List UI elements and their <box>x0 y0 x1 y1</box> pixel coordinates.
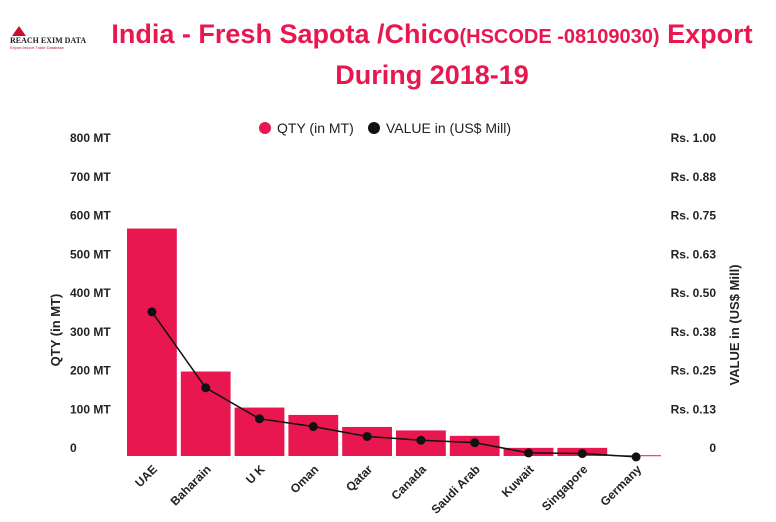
bar-uae <box>127 228 177 456</box>
value-point-uae <box>147 307 157 317</box>
value-point-singapore <box>577 449 587 459</box>
x-axis-label: Kuwait <box>499 462 537 500</box>
x-axis-labels: UAE Baharain U K Oman Qatar Canada Saudi Arab K… <box>132 462 644 517</box>
y-axis-right-tick: 0 <box>709 441 716 455</box>
title-part-3: Export <box>659 19 753 49</box>
bar-oman <box>288 414 339 456</box>
legend-qty-marker <box>259 122 271 134</box>
x-axis-label: Germany <box>598 462 645 509</box>
value-point-germany <box>631 452 641 462</box>
title-part-2: (HSCODE -08109030) <box>459 26 660 48</box>
logo-tagline: Export-Import Trade Database <box>10 45 64 50</box>
legend-value-marker <box>368 122 380 134</box>
y-axis-left-tick: 100 MT <box>70 402 111 416</box>
y-axis-left-tick: 600 MT <box>70 209 111 223</box>
y-axis-right-tick: Rs. 0.75 <box>671 209 717 223</box>
y-axis-left-tick: 0 <box>70 441 77 455</box>
y-axis-right-tick: Rs. 1.00 <box>671 131 717 145</box>
value-point-oman <box>308 422 318 432</box>
y-axis-right-ticks: 0 Rs. 0.13 Rs. 0.25 Rs. 0.38 Rs. 0.50 Rs. 0.6… <box>671 131 717 455</box>
bar-series <box>127 228 661 457</box>
logo-name: REACH EXIM DATA <box>10 36 87 45</box>
chart-title: India - Fresh Sapota /Chico(HSCODE -0810… <box>88 16 776 93</box>
y-axis-right-title: VALUE in (US$ Mill) <box>727 264 742 385</box>
title-line-2: During 2018-19 <box>335 60 529 90</box>
value-point-baharain <box>201 383 211 393</box>
x-axis-label: Saudi Arab <box>428 462 482 516</box>
legend: QTY (in MT) VALUE in (US$ Mill) <box>259 120 511 136</box>
y-axis-left-tick: 200 MT <box>70 364 111 378</box>
y-axis-left-tick: 500 MT <box>70 247 111 261</box>
y-axis-left-tick: 700 MT <box>70 170 111 184</box>
line-series <box>147 307 641 462</box>
y-axis-right-tick: Rs. 0.63 <box>671 247 717 261</box>
y-axis-left-tick: 400 MT <box>70 286 111 300</box>
bar-qatar <box>342 426 392 456</box>
x-axis-label: UAE <box>132 462 160 490</box>
x-axis-label: U K <box>243 462 268 487</box>
value-point-canada <box>416 435 426 445</box>
title-part-1: India - Fresh Sapota /Chico <box>111 19 460 49</box>
value-point-qatar <box>362 431 372 441</box>
value-point-kuwait <box>524 448 533 458</box>
value-point-u-k <box>255 414 264 424</box>
logo-mark-icon <box>12 26 26 36</box>
y-axis-right-tick: Rs. 0.25 <box>671 364 717 378</box>
y-axis-left-title: QTY (in MT) <box>48 294 63 367</box>
y-axis-right-tick: Rs. 0.50 <box>671 286 717 300</box>
y-axis-right-tick: Rs. 0.88 <box>671 170 717 184</box>
x-axis-label: Baharain <box>168 462 214 508</box>
x-axis-label: Singapore <box>539 462 591 514</box>
value-line <box>151 311 637 458</box>
y-axis-left-tick: 300 MT <box>70 325 111 339</box>
x-axis-label: Oman <box>287 462 321 496</box>
legend-qty-label: QTY (in MT) <box>277 120 354 136</box>
value-point-saudi-arab <box>470 438 480 448</box>
y-axis-right-tick: Rs. 0.38 <box>671 325 717 339</box>
legend-value-label: VALUE in (US$ Mill) <box>386 120 511 136</box>
x-axis-label: Canada <box>388 462 429 503</box>
y-axis-left-ticks: 0 100 MT 200 MT 300 MT 400 MT 500 MT 600 MT 700… <box>70 131 111 455</box>
x-axis-label: Qatar <box>343 462 375 494</box>
y-axis-left-tick: 800 MT <box>70 131 111 145</box>
y-axis-right-tick: Rs. 0.13 <box>671 402 717 416</box>
